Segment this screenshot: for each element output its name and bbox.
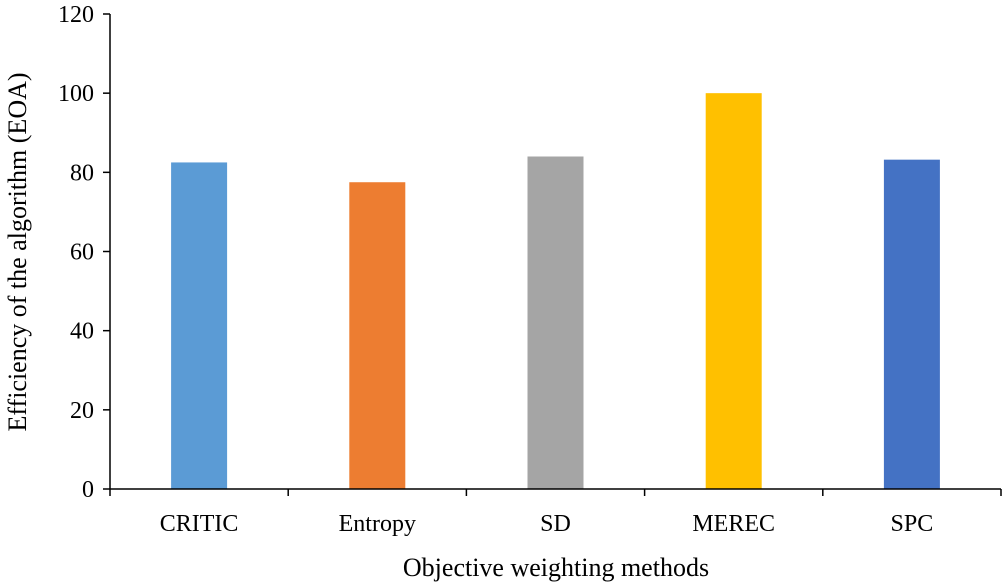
y-axis-title: Efficiency of the algorithm (EOA) — [3, 72, 32, 431]
y-tick-label: 60 — [70, 240, 94, 266]
y-tick-label: 100 — [58, 81, 94, 107]
bars-group — [171, 93, 940, 490]
bar-sd — [527, 156, 584, 489]
labels-group: 0 20 40 60 80 100 120 CRITIC Entropy SD MEREC SPC — [58, 2, 933, 537]
x-tick-label-critic: CRITIC — [160, 511, 239, 537]
y-tick-label: 0 — [82, 477, 94, 503]
x-tick-label-entropy: Entropy — [339, 511, 416, 537]
axes-group — [103, 13, 1002, 496]
x-tick-label-spc: SPC — [891, 511, 934, 537]
bar-merec — [705, 93, 762, 490]
y-tick-label: 20 — [70, 398, 94, 424]
x-tick-label-merec: MEREC — [692, 511, 775, 537]
y-tick-label: 80 — [70, 160, 94, 186]
y-tick-label: 40 — [70, 319, 94, 345]
bar-spc — [883, 159, 940, 489]
bar-entropy — [349, 182, 406, 489]
x-axis-title: Objective weighting methods — [403, 553, 709, 582]
x-tick-label-sd: SD — [540, 511, 571, 537]
y-tick-label: 120 — [58, 2, 94, 28]
bar-critic — [171, 162, 228, 489]
